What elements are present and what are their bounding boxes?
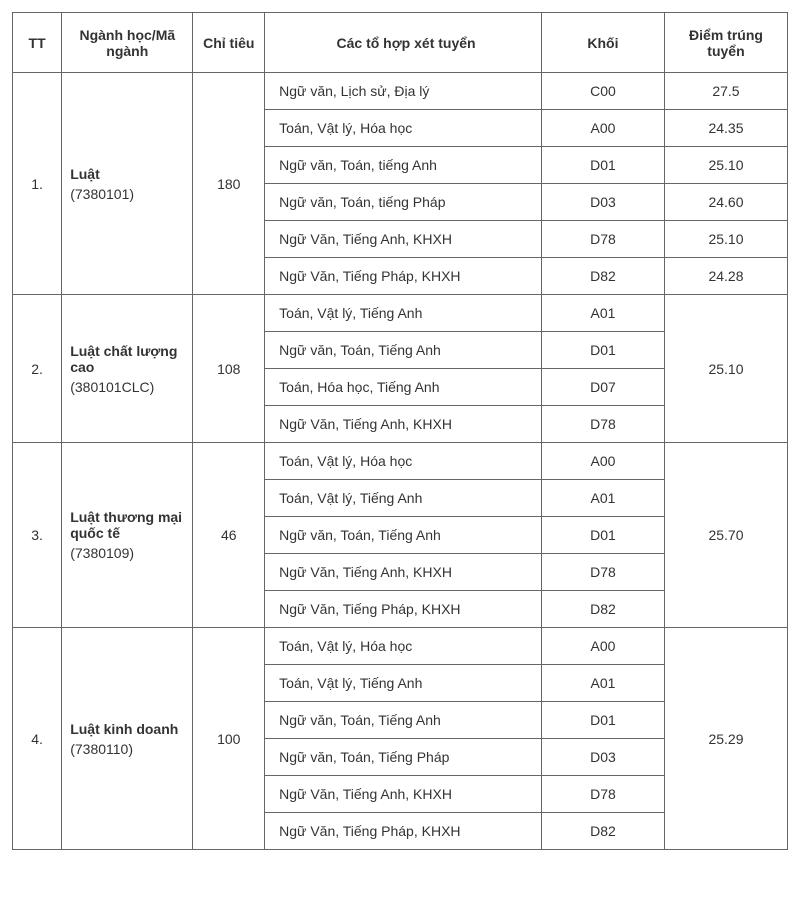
cell-tt: 3. xyxy=(13,443,62,628)
cell-major: Luật (7380101) xyxy=(62,73,193,295)
cell-major: Luật kinh doanh (7380110) xyxy=(62,628,193,850)
major-name: Luật chất lượng cao xyxy=(70,343,184,375)
major-name: Luật xyxy=(70,166,184,182)
cell-block: C00 xyxy=(541,73,664,110)
cell-combo: Ngữ Văn, Tiếng Anh, KHXH xyxy=(265,776,542,813)
table-body: 1. Luật (7380101) 180Ngữ văn, Lịch sử, Địa … xyxy=(13,73,788,850)
header-combos: Các tổ hợp xét tuyển xyxy=(265,13,542,73)
cell-score: 25.70 xyxy=(664,443,787,628)
cell-combo: Ngữ Văn, Tiếng Anh, KHXH xyxy=(265,406,542,443)
cell-combo: Ngữ văn, Toán, Tiếng Anh xyxy=(265,517,542,554)
table-row: 3.Luật thương mại quốc tế(7380109)46Toán… xyxy=(13,443,788,480)
cell-combo: Toán, Vật lý, Tiếng Anh xyxy=(265,295,542,332)
cell-block: D01 xyxy=(541,147,664,184)
cell-score: 24.28 xyxy=(664,258,787,295)
header-major: Ngành học/Mã ngành xyxy=(62,13,193,73)
cell-combo: Ngữ văn, Toán, tiếng Pháp xyxy=(265,184,542,221)
header-tt: TT xyxy=(13,13,62,73)
cell-major: Luật thương mại quốc tế (7380109) xyxy=(62,443,193,628)
cell-block: D78 xyxy=(541,554,664,591)
header-quota: Chỉ tiêu xyxy=(193,13,265,73)
cell-block: D03 xyxy=(541,739,664,776)
cell-score: 24.35 xyxy=(664,110,787,147)
cell-block: A00 xyxy=(541,443,664,480)
cell-combo: Ngữ Văn, Tiếng Pháp, KHXH xyxy=(265,258,542,295)
admission-table: TT Ngành học/Mã ngành Chỉ tiêu Các tổ hợ… xyxy=(12,12,788,850)
cell-block: D82 xyxy=(541,258,664,295)
cell-block: D78 xyxy=(541,406,664,443)
cell-combo: Ngữ Văn, Tiếng Anh, KHXH xyxy=(265,221,542,258)
major-code: (7380110) xyxy=(70,741,184,757)
cell-combo: Ngữ Văn, Tiếng Pháp, KHXH xyxy=(265,591,542,628)
major-code: (380101CLC) xyxy=(70,379,184,395)
cell-combo: Ngữ văn, Toán, Tiếng Anh xyxy=(265,332,542,369)
cell-block: D01 xyxy=(541,517,664,554)
cell-block: A00 xyxy=(541,628,664,665)
cell-block: D82 xyxy=(541,813,664,850)
cell-combo: Ngữ văn, Toán, Tiếng Anh xyxy=(265,702,542,739)
cell-quota: 180 xyxy=(193,73,265,295)
cell-combo: Toán, Vật lý, Hóa học xyxy=(265,110,542,147)
cell-block: D01 xyxy=(541,702,664,739)
cell-score: 25.29 xyxy=(664,628,787,850)
major-code: (7380109) xyxy=(70,545,184,561)
cell-tt: 2. xyxy=(13,295,62,443)
cell-block: D82 xyxy=(541,591,664,628)
cell-quota: 100 xyxy=(193,628,265,850)
cell-score: 24.60 xyxy=(664,184,787,221)
cell-score: 25.10 xyxy=(664,295,787,443)
major-name: Luật thương mại quốc tế xyxy=(70,509,184,541)
cell-block: A01 xyxy=(541,295,664,332)
cell-block: A01 xyxy=(541,665,664,702)
cell-combo: Toán, Vật lý, Tiếng Anh xyxy=(265,480,542,517)
cell-combo: Ngữ Văn, Tiếng Pháp, KHXH xyxy=(265,813,542,850)
table-row: 4.Luật kinh doanh(7380110)100Toán, Vật l… xyxy=(13,628,788,665)
cell-tt: 1. xyxy=(13,73,62,295)
cell-combo: Ngữ văn, Lịch sử, Địa lý xyxy=(265,73,542,110)
cell-score: 25.10 xyxy=(664,147,787,184)
cell-quota: 108 xyxy=(193,295,265,443)
cell-block: D01 xyxy=(541,332,664,369)
cell-quota: 46 xyxy=(193,443,265,628)
cell-block: D78 xyxy=(541,776,664,813)
cell-major: Luật chất lượng cao (380101CLC) xyxy=(62,295,193,443)
table-row: 2.Luật chất lượng cao (380101CLC)108Toán… xyxy=(13,295,788,332)
cell-combo: Toán, Vật lý, Tiếng Anh xyxy=(265,665,542,702)
cell-combo: Toán, Vật lý, Hóa học xyxy=(265,628,542,665)
cell-score: 27.5 xyxy=(664,73,787,110)
cell-combo: Ngữ Văn, Tiếng Anh, KHXH xyxy=(265,554,542,591)
cell-score: 25.10 xyxy=(664,221,787,258)
cell-combo: Toán, Vật lý, Hóa học xyxy=(265,443,542,480)
cell-block: D07 xyxy=(541,369,664,406)
table-row: 1.Luật(7380101)180Ngữ văn, Lịch sử, Địa … xyxy=(13,73,788,110)
cell-tt: 4. xyxy=(13,628,62,850)
cell-combo: Ngữ văn, Toán, tiếng Anh xyxy=(265,147,542,184)
cell-combo: Toán, Hóa học, Tiếng Anh xyxy=(265,369,542,406)
cell-combo: Ngữ văn, Toán, Tiếng Pháp xyxy=(265,739,542,776)
major-code: (7380101) xyxy=(70,186,184,202)
cell-block: D03 xyxy=(541,184,664,221)
cell-block: A00 xyxy=(541,110,664,147)
header-score: Điểm trúng tuyển xyxy=(664,13,787,73)
table-header-row: TT Ngành học/Mã ngành Chỉ tiêu Các tổ hợ… xyxy=(13,13,788,73)
major-name: Luật kinh doanh xyxy=(70,721,184,737)
header-block: Khối xyxy=(541,13,664,73)
cell-block: A01 xyxy=(541,480,664,517)
cell-block: D78 xyxy=(541,221,664,258)
